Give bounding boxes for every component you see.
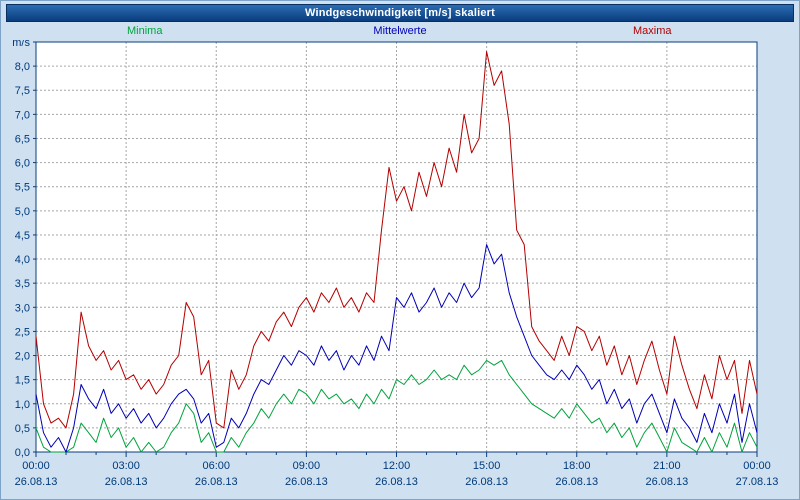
axis-tick-label: 4,5	[15, 230, 30, 242]
chart-legend: Mittelwerte Minima Maxima	[0, 25, 800, 40]
legend-maxima: Maxima	[633, 25, 672, 37]
legend-minima: Minima	[127, 25, 163, 37]
chart-title: Windgeschwindigkeit [m/s] skaliert	[304, 7, 496, 19]
axis-tick-label: 06:00	[202, 460, 230, 472]
axis-tick-label: 5,5	[15, 182, 30, 194]
axis-tick-label: 6,5	[15, 133, 30, 145]
maxima-line	[35, 51, 758, 429]
axis-tick-label: 12:00	[383, 460, 411, 472]
axis-tick-label: 00:00	[743, 460, 771, 472]
axis-tick-label: 1,0	[15, 399, 30, 411]
axis-tick-label: 4,0	[15, 254, 30, 266]
chart-title-bar: Windgeschwindigkeit [m/s] skaliert	[6, 4, 794, 22]
axis-tick-label: 8,0	[15, 61, 30, 73]
axis-tick-label: 26.08.13	[645, 476, 688, 488]
axis-tick-label: 26.08.13	[465, 476, 508, 488]
minima-line	[35, 359, 758, 453]
axis-tick-label: 21:00	[653, 460, 681, 472]
axis-tick-label: m/s	[12, 40, 30, 49]
axis-tick-label: 3,0	[15, 302, 30, 314]
axis-tick-label: 2,0	[15, 351, 30, 363]
axis-tick-label: 1,5	[15, 375, 30, 387]
axis-tick-label: 26.08.13	[15, 476, 58, 488]
axis-tick-label: 0,5	[15, 423, 30, 435]
axis-tick-label: 0,0	[15, 447, 30, 459]
axis-tick-label: 26.08.13	[375, 476, 418, 488]
plot-border	[35, 41, 758, 453]
axis-tick-label: 27.08.13	[736, 476, 779, 488]
axis-tick-label: 00:00	[22, 460, 50, 472]
axis-tick-label: 18:00	[563, 460, 591, 472]
axis-tick-label: 3,5	[15, 278, 30, 290]
axis-tick-label: 5,0	[15, 206, 30, 218]
axis-tick-label: 09:00	[293, 460, 321, 472]
legend-mittelwerte: Mittelwerte	[373, 25, 427, 37]
axis-tick-label: 26.08.13	[195, 476, 238, 488]
wind-speed-chart: m/s 8,0 7,5 7,0 6,5 6,0 5,5 5,0 4,5 4,0 3,5 3,0 2,5 2…	[12, 40, 779, 488]
axis-tick-label: 7,5	[15, 85, 30, 97]
axis-tick-label: 15:00	[473, 460, 501, 472]
axis-tick-label: 2,5	[15, 326, 30, 338]
axis-tick-label: 03:00	[112, 460, 140, 472]
axis-tick-label: 26.08.13	[285, 476, 328, 488]
axis-tick-label: 26.08.13	[105, 476, 148, 488]
axis-tick-label: 7,0	[15, 109, 30, 121]
axis-tick-label: 26.08.13	[555, 476, 598, 488]
axis-tick-label: 6,0	[15, 158, 30, 170]
mittelwerte-line	[35, 244, 758, 453]
